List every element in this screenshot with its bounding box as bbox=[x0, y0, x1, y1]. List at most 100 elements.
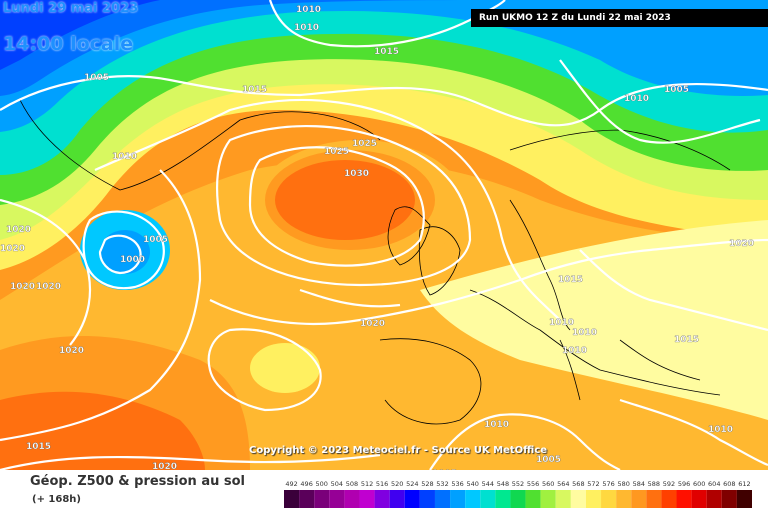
scale-label: 552 bbox=[512, 480, 524, 488]
scale-label: 536 bbox=[451, 480, 463, 488]
scale-swatch bbox=[691, 490, 707, 508]
scale-label: 568 bbox=[572, 480, 584, 488]
isobar-labels: 1010101010051015101510101005102510251030… bbox=[0, 5, 754, 470]
isobar-label: 1020 bbox=[59, 346, 84, 356]
scale-swatch bbox=[555, 490, 571, 508]
isobar-label: 1005 bbox=[432, 469, 457, 470]
isobar-label: 1010 bbox=[708, 425, 733, 435]
isobar-label: 1020 bbox=[10, 282, 35, 292]
isobar-label: 1015 bbox=[242, 85, 267, 95]
isobar-label: 1010 bbox=[484, 420, 509, 430]
isobar-label: 1010 bbox=[549, 318, 574, 328]
scale-swatch bbox=[434, 490, 451, 508]
copyright-notice: Copyright © 2023 Meteociel.fr - Source U… bbox=[249, 445, 548, 456]
scale-label: 572 bbox=[587, 480, 599, 488]
scale-label: 604 bbox=[708, 480, 720, 488]
scale-label: 580 bbox=[617, 480, 629, 488]
scale-swatch bbox=[284, 490, 300, 508]
scale-swatch bbox=[495, 490, 511, 508]
scale-label: 608 bbox=[723, 480, 735, 488]
scale-label: 560 bbox=[542, 480, 554, 488]
scale-label: 612 bbox=[738, 480, 750, 488]
scale-swatch bbox=[706, 490, 722, 508]
scale-swatch bbox=[525, 490, 541, 508]
scale-swatch bbox=[404, 490, 420, 508]
isobar-label: 1020 bbox=[360, 319, 385, 329]
scale-label: 496 bbox=[300, 480, 312, 488]
color-scale: 492 496 500 504 508 512 516 520 524 528 532 536 540 5… bbox=[284, 480, 752, 508]
scale-swatch bbox=[389, 490, 405, 508]
forecast-time: 14:00 locale bbox=[3, 33, 134, 55]
isobar-label: 1020 bbox=[729, 239, 754, 249]
isobar-label: 1005 bbox=[84, 73, 109, 83]
model-run-label: Run UKMO 12 Z du Lundi 22 mai 2023 bbox=[471, 9, 768, 27]
scale-swatch bbox=[344, 490, 360, 508]
scale-swatch bbox=[314, 490, 330, 508]
isobar-label: 1015 bbox=[674, 335, 699, 345]
scale-label: 516 bbox=[376, 480, 388, 488]
scale-swatch bbox=[646, 490, 662, 508]
isobar-label: 1010 bbox=[294, 23, 319, 33]
scale-swatch bbox=[359, 490, 375, 508]
scale-label: 520 bbox=[391, 480, 403, 488]
isobar-label: 1020 bbox=[152, 462, 177, 470]
scale-swatch bbox=[601, 490, 617, 508]
scale-swatch bbox=[329, 490, 345, 508]
isobar-label: 1005 bbox=[536, 455, 561, 465]
legend-forecast-hour: (+ 168h) bbox=[32, 494, 81, 505]
scale-swatch bbox=[299, 490, 315, 508]
scale-label: 600 bbox=[693, 480, 705, 488]
scale-label: 524 bbox=[406, 480, 418, 488]
scale-swatch bbox=[661, 490, 677, 508]
isobar-label: 1015 bbox=[26, 442, 51, 452]
scale-swatch bbox=[450, 490, 466, 508]
scale-label: 588 bbox=[648, 480, 660, 488]
scale-label: 512 bbox=[361, 480, 373, 488]
scale-label: 576 bbox=[602, 480, 614, 488]
scale-swatch bbox=[374, 490, 390, 508]
scale-label: 592 bbox=[663, 480, 675, 488]
isobar-label: 1010 bbox=[296, 5, 321, 15]
scale-swatch bbox=[570, 490, 586, 508]
scale-label: 544 bbox=[482, 480, 494, 488]
isobar-label: 1025 bbox=[324, 147, 349, 157]
isobar-label: 1015 bbox=[374, 47, 399, 57]
forecast-date: Lundi 29 mai 2023 bbox=[3, 1, 139, 16]
isobar-label: 1010 bbox=[572, 328, 597, 338]
scale-label: 556 bbox=[527, 480, 539, 488]
scale-label: 596 bbox=[678, 480, 690, 488]
scale-label: 508 bbox=[346, 480, 358, 488]
isobar-label: 1005 bbox=[664, 85, 689, 95]
isobar-label: 1010 bbox=[112, 152, 137, 162]
scale-swatch bbox=[721, 490, 737, 508]
isobar-label: 1020 bbox=[0, 244, 25, 254]
legend-title: Géop. Z500 & pression au sol bbox=[30, 474, 245, 489]
scale-label: 500 bbox=[316, 480, 328, 488]
isobar-label: 1015 bbox=[558, 275, 583, 285]
scale-swatch bbox=[540, 490, 556, 508]
scale-swatch bbox=[480, 490, 496, 508]
isobar-label: 1010 bbox=[624, 94, 649, 104]
geopotential-map: 1010101010051015101510101005102510251030… bbox=[0, 0, 768, 470]
isobar-label: 1000 bbox=[120, 255, 145, 265]
isobar-label: 1020 bbox=[36, 282, 61, 292]
isobar-label: 1030 bbox=[344, 169, 369, 179]
scale-swatch bbox=[419, 490, 435, 508]
scale-label: 532 bbox=[436, 480, 448, 488]
scale-swatch bbox=[631, 490, 647, 508]
scale-label: 564 bbox=[557, 480, 569, 488]
scale-swatch bbox=[465, 490, 481, 508]
scale-label: 540 bbox=[466, 480, 478, 488]
scale-swatch bbox=[510, 490, 526, 508]
isobar-label: 1020 bbox=[6, 225, 31, 235]
scale-label: 528 bbox=[421, 480, 433, 488]
scale-label: 548 bbox=[497, 480, 509, 488]
isobar-label: 1005 bbox=[143, 235, 168, 245]
isobar-label: 1025 bbox=[352, 139, 377, 149]
scale-label: 504 bbox=[331, 480, 343, 488]
scale-swatch bbox=[585, 490, 602, 508]
scale-swatch bbox=[616, 490, 632, 508]
isobar-label: 1010 bbox=[562, 346, 587, 356]
isobars bbox=[0, 0, 768, 470]
